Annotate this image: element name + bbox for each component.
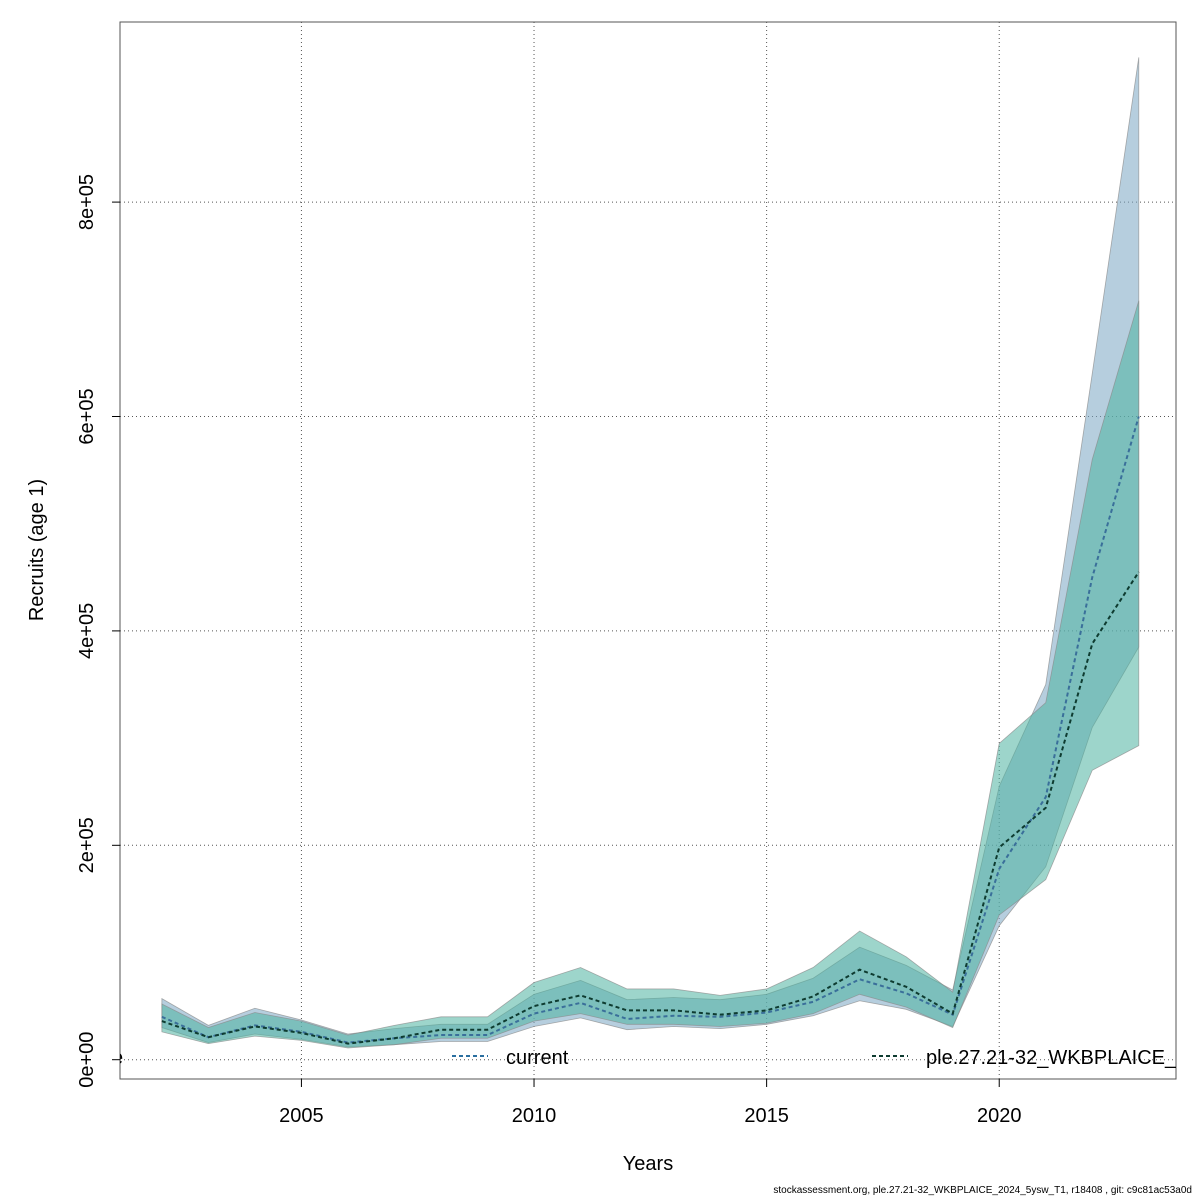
footer-source: stockassessment.org, ple.27.21-32_WKBPLA…: [773, 1185, 1192, 1196]
x-tick-label-3: 2020: [977, 1105, 1022, 1127]
x-axis-title: Years: [623, 1153, 673, 1175]
y-tick-label-1: 2e+05: [76, 817, 98, 873]
confidence-bands: [161, 57, 1140, 1049]
y-tick-label-2: 4e+05: [76, 603, 98, 659]
band-ple: [161, 300, 1140, 1049]
grid: [120, 22, 1176, 1079]
legend-entry-label-1: e: [112, 1047, 123, 1069]
axes: 2005 2010 2015 2020 0e+00 2e+05 4e+05 6e+05 8e+0…: [76, 174, 1021, 1127]
y-tick-label-3: 6e+05: [76, 388, 98, 444]
series-lines: [161, 416, 1140, 1045]
series-line-current: [161, 416, 1140, 1044]
x-tick-label-0: 2005: [279, 1105, 324, 1127]
plot-frame: [119, 21, 1177, 1080]
y-tick-label-4: 8e+05: [76, 174, 98, 230]
legend: e current ple.27.21-32_WKBPLAICE_2: [112, 1047, 1187, 1069]
series-line-ple: [161, 571, 1140, 1045]
x-tick-label-2: 2015: [744, 1105, 789, 1127]
y-axis-title: Recruits (age 1): [26, 479, 48, 621]
y-tick-label-0: 0e+00: [76, 1032, 98, 1088]
x-tick-label-1: 2010: [512, 1105, 557, 1127]
legend-entry-label-current: current: [506, 1047, 569, 1069]
legend-entry-label-ple: ple.27.21-32_WKBPLAICE_2: [926, 1047, 1187, 1069]
